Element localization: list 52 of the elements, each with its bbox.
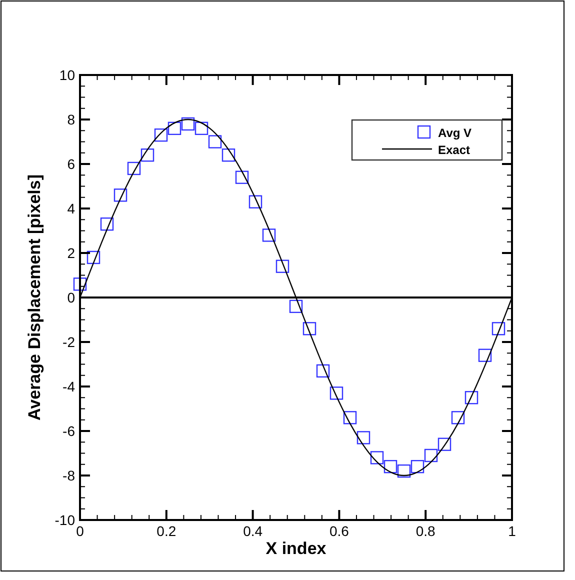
point [181, 117, 195, 131]
point [492, 322, 506, 336]
y-tick-label: -6 [62, 423, 76, 439]
point [397, 464, 411, 478]
point [330, 386, 344, 400]
point [464, 391, 478, 404]
point [248, 195, 262, 208]
point [262, 228, 276, 242]
point [127, 162, 141, 176]
y-axis-title: Average Displacement [pixels] [25, 174, 44, 420]
y-tick-label: 10 [59, 67, 76, 83]
point [235, 170, 249, 184]
x-tick-label: 0.6 [329, 523, 350, 539]
y-tick-label: -10 [54, 512, 76, 528]
x-tick-label: 1 [508, 523, 516, 539]
point [86, 250, 100, 264]
x-axis-title: X index [266, 539, 327, 558]
point [194, 122, 208, 135]
point [140, 148, 154, 162]
point [384, 460, 398, 474]
point [168, 122, 182, 135]
point [154, 128, 168, 142]
point [276, 260, 290, 273]
point [73, 278, 87, 291]
point [478, 348, 492, 362]
x-tick-label: 0.4 [243, 523, 263, 539]
point [451, 411, 465, 424]
point [289, 300, 303, 313]
legend-label: Avg V [438, 126, 472, 140]
point [302, 322, 316, 336]
point [222, 148, 236, 162]
y-tick-label: 6 [67, 156, 76, 172]
point [370, 451, 384, 464]
y-tick-label: -2 [62, 334, 76, 350]
y-tick-label: -8 [62, 468, 76, 484]
point [316, 364, 330, 378]
point [356, 431, 370, 444]
x-tick-label: 0.2 [156, 523, 176, 539]
x-tick-label: 0.8 [416, 523, 436, 539]
point [410, 460, 424, 474]
y-tick-label: -4 [62, 378, 76, 394]
point [100, 217, 114, 231]
y-tick-label: 0 [67, 290, 76, 306]
y-tick-label: 8 [67, 112, 76, 128]
point [114, 188, 128, 202]
y-tick-label: 2 [67, 245, 76, 261]
point [343, 411, 357, 424]
y-tick-label: 4 [67, 200, 76, 216]
point [208, 135, 222, 148]
point [424, 448, 438, 462]
point [438, 438, 452, 451]
legend-label: Exact [438, 143, 470, 157]
